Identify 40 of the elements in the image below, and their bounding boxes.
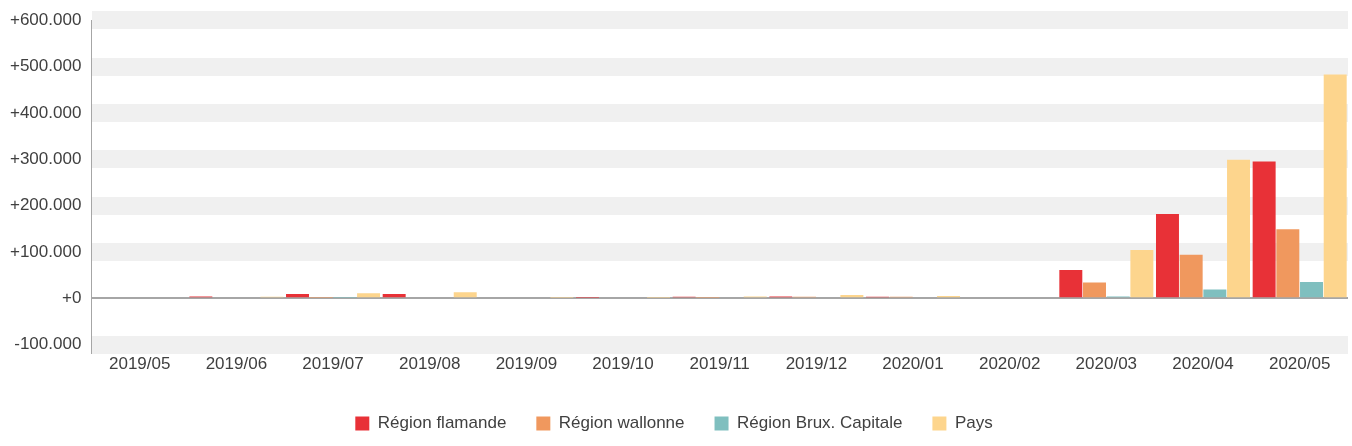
x-tick-label: 2019/09 <box>495 354 558 374</box>
x-tick-label: 2020/03 <box>1075 354 1138 374</box>
y-tick-label: +0 <box>61 287 82 307</box>
bar <box>1179 254 1203 298</box>
y-tick-label: +500.000 <box>9 56 82 76</box>
x-tick-label: 2019/05 <box>108 354 171 374</box>
bar <box>1059 269 1083 298</box>
x-tick-label: 2020/04 <box>1172 354 1234 374</box>
bar <box>1155 213 1179 298</box>
legend-label: Pays <box>954 413 993 433</box>
bar <box>1227 159 1251 298</box>
x-tick-label: 2019/07 <box>302 354 364 374</box>
x-tick-label: 2019/12 <box>785 354 848 374</box>
x-tick-label: 2019/06 <box>205 354 268 374</box>
x-tick-label: 2019/11 <box>689 354 750 374</box>
legend-label: Région wallonne <box>558 413 685 433</box>
x-tick-label: 2019/10 <box>592 354 654 374</box>
bar <box>1276 229 1300 298</box>
y-tick-label: +400.000 <box>9 102 82 122</box>
bar <box>1300 282 1323 298</box>
x-tick-label: 2019/08 <box>398 354 461 374</box>
y-tick-label: -100.000 <box>14 334 82 354</box>
legend-label: Région Brux. Capitale <box>737 413 903 433</box>
bar <box>453 292 477 298</box>
x-tick-label: 2020/05 <box>1268 354 1331 374</box>
bar <box>1203 289 1227 298</box>
bar <box>1130 250 1154 298</box>
x-tick-label: 2020/01 <box>882 354 944 374</box>
bar <box>357 293 381 298</box>
legend-label: Région flamande <box>377 413 507 433</box>
bar <box>1323 74 1347 298</box>
x-tick-label: 2020/02 <box>978 354 1041 374</box>
bar <box>1083 282 1106 298</box>
bar <box>1252 161 1276 298</box>
y-tick-label: +600.000 <box>9 9 82 29</box>
y-tick-label: +100.000 <box>9 241 82 261</box>
y-tick-label: +300.000 <box>9 148 82 168</box>
bar <box>382 294 406 298</box>
y-tick-label: +200.000 <box>9 195 82 215</box>
bar <box>286 294 309 298</box>
